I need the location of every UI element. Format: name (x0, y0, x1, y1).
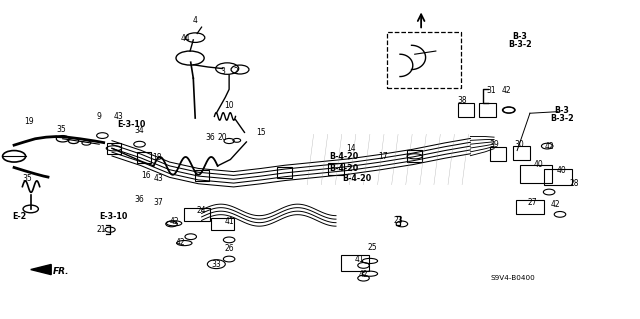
Text: 41: 41 (224, 217, 234, 226)
Text: 43: 43 (154, 174, 164, 183)
Polygon shape (31, 264, 51, 275)
Text: 28: 28 (570, 179, 579, 188)
Text: S9V4-B0400: S9V4-B0400 (491, 275, 536, 280)
Text: 42: 42 (169, 217, 179, 226)
Text: 16: 16 (141, 171, 151, 180)
Text: 24: 24 (196, 206, 207, 215)
Bar (328, 163, 344, 175)
Text: 33: 33 (211, 260, 221, 269)
Bar (520, 165, 552, 183)
Text: B-4-20: B-4-20 (330, 164, 359, 173)
Text: 44: 44 (180, 34, 191, 43)
Text: 42: 42 (175, 238, 186, 247)
Text: 27: 27 (527, 198, 538, 207)
Text: 31: 31 (486, 86, 497, 95)
Text: 26: 26 (224, 244, 234, 253)
Bar (458, 103, 474, 117)
Bar (516, 200, 544, 214)
Bar (479, 103, 496, 117)
Text: B-3: B-3 (554, 106, 570, 115)
Text: 42: 42 (544, 142, 554, 151)
Bar (211, 218, 234, 230)
Text: 43: 43 (113, 112, 124, 121)
Text: 21: 21 (97, 225, 106, 234)
Text: B-3-2: B-3-2 (508, 40, 532, 49)
Bar (137, 152, 151, 163)
Bar (184, 208, 210, 221)
Text: 37: 37 (154, 198, 164, 207)
Text: 3: 3 (220, 67, 225, 76)
Bar (513, 146, 530, 160)
Bar (407, 150, 422, 162)
Text: 39: 39 (489, 140, 499, 149)
Text: 35: 35 (56, 125, 66, 134)
Text: 34: 34 (134, 126, 145, 135)
Text: 10: 10 (224, 101, 234, 110)
Text: E-3-10: E-3-10 (100, 212, 128, 221)
Text: FR.: FR. (53, 267, 70, 276)
Text: 42: 42 (550, 200, 561, 209)
Text: 30: 30 (515, 140, 525, 149)
Text: B-3-2: B-3-2 (550, 114, 574, 122)
Bar (341, 255, 369, 271)
Bar (544, 169, 572, 185)
Text: 40: 40 (557, 166, 567, 175)
Bar (277, 167, 292, 178)
Text: 23: 23 (393, 216, 403, 225)
Text: 42: 42 (502, 86, 512, 95)
Text: 4: 4 (193, 16, 198, 25)
Text: E-3-10: E-3-10 (117, 120, 145, 129)
Bar (107, 143, 121, 154)
Text: 40: 40 (534, 160, 544, 169)
Text: 18: 18 (152, 153, 161, 162)
Text: 42: 42 (358, 270, 369, 279)
Text: B-4-20: B-4-20 (342, 174, 372, 183)
Text: 35: 35 (22, 174, 32, 183)
Text: 2: 2 (233, 67, 238, 76)
Text: 14: 14 (346, 144, 356, 153)
Text: 36: 36 (134, 195, 145, 204)
Text: 20: 20 (218, 133, 228, 142)
Text: B-4-20: B-4-20 (330, 152, 359, 161)
Text: 41: 41 (355, 256, 365, 264)
Text: B-3: B-3 (512, 32, 527, 41)
Text: 19: 19 (24, 117, 34, 126)
Text: 15: 15 (256, 128, 266, 137)
Bar (490, 147, 506, 161)
Text: E-2: E-2 (12, 212, 26, 221)
Text: 36: 36 (205, 133, 215, 142)
Text: 38: 38 (457, 96, 467, 105)
Text: 17: 17 (378, 152, 388, 161)
Bar (195, 170, 209, 181)
Text: 9: 9 (97, 112, 102, 121)
Text: 25: 25 (367, 243, 378, 252)
